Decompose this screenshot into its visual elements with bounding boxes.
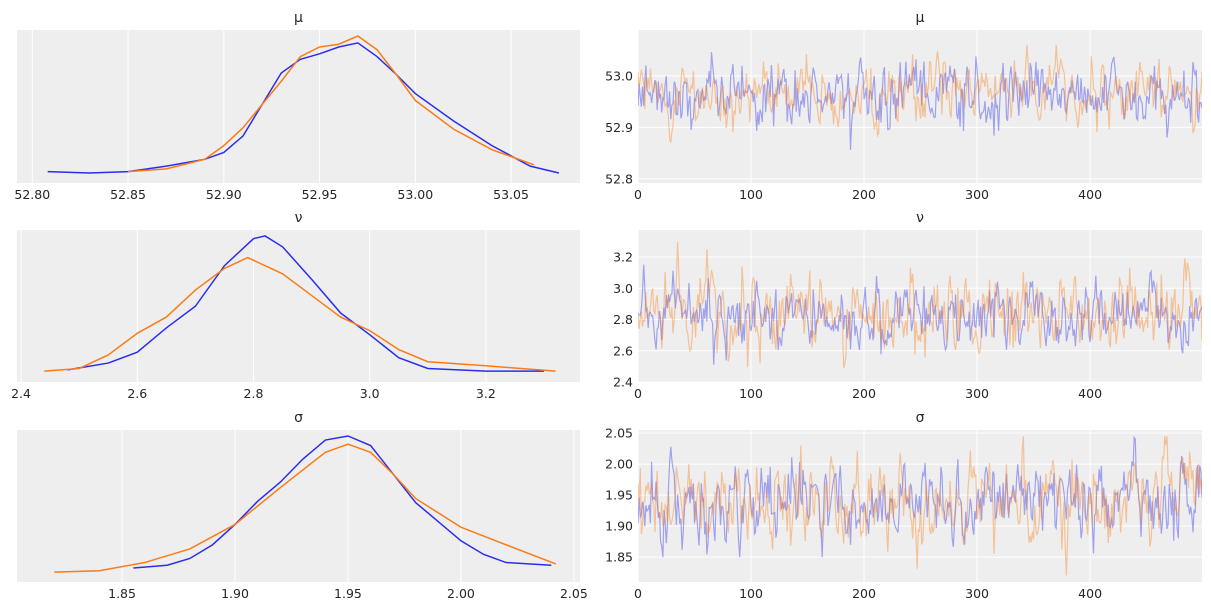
panel-title: μ <box>916 10 925 26</box>
panel-trace-3: 0 100 200 300 400 2.4 2.6 2.8 3.0 3.2 ν <box>613 210 1202 401</box>
x-tick-label: 200 <box>852 586 876 601</box>
plot-background <box>638 230 1202 382</box>
trace-line-chain-1 <box>638 44 1202 143</box>
x-tick-label: 300 <box>965 187 989 202</box>
x-tick-label: 2.6 <box>127 386 147 401</box>
x-tick-label: 300 <box>965 386 989 401</box>
trace-line-chain-0 <box>638 52 1202 151</box>
y-tick-label: 2.00 <box>605 457 633 472</box>
kde-line-chain-1 <box>44 256 556 372</box>
x-tick-label: 200 <box>852 386 876 401</box>
x-tick-label: 100 <box>739 586 763 601</box>
x-tick-label: 3.2 <box>476 386 496 401</box>
x-tick-label: 1.90 <box>221 586 249 601</box>
panel-title: μ <box>294 10 303 26</box>
panel-title: σ <box>916 410 925 426</box>
y-tick-label: 2.8 <box>613 312 633 327</box>
x-tick-label: 53.00 <box>397 187 433 202</box>
y-tick-label: 1.85 <box>605 550 633 565</box>
panel-trace-5: 0 100 200 300 400 1.85 1.90 1.95 2.00 2.05 σ <box>605 410 1202 601</box>
panel-trace-1: 0 100 200 300 400 52.8 52.9 53.0 μ <box>605 10 1202 202</box>
x-tick-label: 400 <box>1078 386 1102 401</box>
x-tick-label: 100 <box>739 386 763 401</box>
x-tick-label: 0 <box>634 386 642 401</box>
panel-title: ν <box>295 210 303 226</box>
y-tick-label: 2.4 <box>613 375 633 390</box>
x-tick-label: 2.00 <box>447 586 475 601</box>
x-tick-label: 53.05 <box>493 187 529 202</box>
y-tick-label: 52.8 <box>605 171 633 186</box>
y-tick-label: 2.6 <box>613 343 633 358</box>
trace-line-chain-1 <box>638 241 1202 369</box>
x-tick-label: 200 <box>852 187 876 202</box>
kde-line-chain-0 <box>133 435 552 569</box>
panel-kde-2: 2.4 2.6 2.8 3.0 3.2 ν <box>11 210 580 401</box>
kde-line-chain-0 <box>47 42 560 174</box>
x-tick-label: 3.0 <box>360 386 380 401</box>
y-tick-label: 53.0 <box>605 68 633 83</box>
x-tick-label: 52.90 <box>206 187 242 202</box>
plot-background <box>17 30 580 183</box>
kde-line-chain-1 <box>128 35 535 173</box>
x-tick-label: 300 <box>965 586 989 601</box>
x-tick-label: 100 <box>739 187 763 202</box>
plot-background <box>17 430 580 582</box>
trace-line-chain-0 <box>638 435 1202 558</box>
x-tick-label: 2.8 <box>244 386 264 401</box>
y-tick-label: 3.2 <box>613 250 633 265</box>
x-tick-label: 400 <box>1078 187 1102 202</box>
y-tick-label: 1.95 <box>605 488 633 503</box>
y-tick-label: 3.0 <box>613 281 633 296</box>
y-tick-label: 52.9 <box>605 120 633 135</box>
x-tick-label: 52.95 <box>302 187 338 202</box>
trace-line-chain-1 <box>638 436 1202 576</box>
x-tick-label: 0 <box>634 187 642 202</box>
y-tick-label: 1.90 <box>605 519 633 534</box>
x-tick-label: 1.95 <box>334 586 362 601</box>
panel-title: σ <box>294 410 303 426</box>
panel-title: ν <box>916 210 924 226</box>
x-tick-label: 2.05 <box>560 586 588 601</box>
trace-line-chain-0 <box>638 264 1202 365</box>
x-tick-label: 0 <box>634 586 642 601</box>
plot-background <box>638 30 1202 183</box>
x-tick-label: 52.80 <box>14 187 50 202</box>
kde-line-chain-1 <box>54 443 557 573</box>
panel-kde-4: 1.85 1.90 1.95 2.00 2.05 σ <box>17 410 588 601</box>
y-tick-label: 2.05 <box>605 426 633 441</box>
panel-kde-0: 52.80 52.85 52.90 52.95 53.00 53.05 μ <box>14 10 580 202</box>
x-tick-label: 52.85 <box>110 187 146 202</box>
x-tick-label: 400 <box>1078 586 1102 601</box>
kde-line-chain-0 <box>67 235 544 372</box>
x-tick-label: 1.85 <box>108 586 136 601</box>
plot-background <box>17 230 580 382</box>
plot-background <box>638 430 1202 582</box>
x-tick-label: 2.4 <box>11 386 31 401</box>
